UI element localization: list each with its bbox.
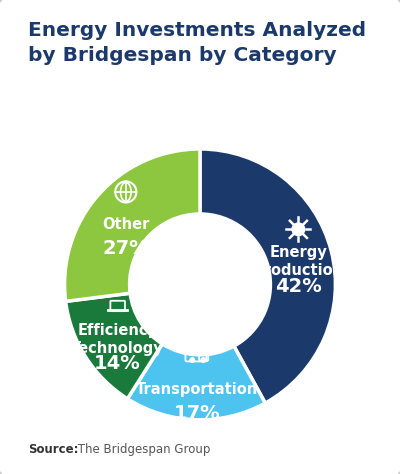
Text: 42%: 42%: [275, 277, 322, 296]
Wedge shape: [66, 293, 162, 399]
Wedge shape: [200, 149, 336, 403]
Text: Other: Other: [102, 217, 150, 232]
Circle shape: [190, 358, 194, 362]
Wedge shape: [128, 344, 265, 420]
Circle shape: [201, 358, 206, 362]
Text: 17%: 17%: [174, 403, 220, 422]
Text: Transportation: Transportation: [136, 383, 258, 398]
Circle shape: [130, 215, 270, 354]
Text: Source:: Source:: [28, 443, 78, 456]
Text: The Bridgespan Group: The Bridgespan Group: [74, 443, 210, 456]
Text: Efficiency
Technology: Efficiency Technology: [71, 323, 164, 356]
Text: 14%: 14%: [94, 354, 141, 373]
Text: Energy Investments Analyzed
by Bridgespan by Category: Energy Investments Analyzed by Bridgespa…: [28, 21, 366, 64]
Circle shape: [292, 223, 305, 236]
Text: Energy
Production: Energy Production: [253, 246, 344, 278]
Text: 27%: 27%: [102, 239, 149, 258]
Wedge shape: [64, 149, 200, 301]
